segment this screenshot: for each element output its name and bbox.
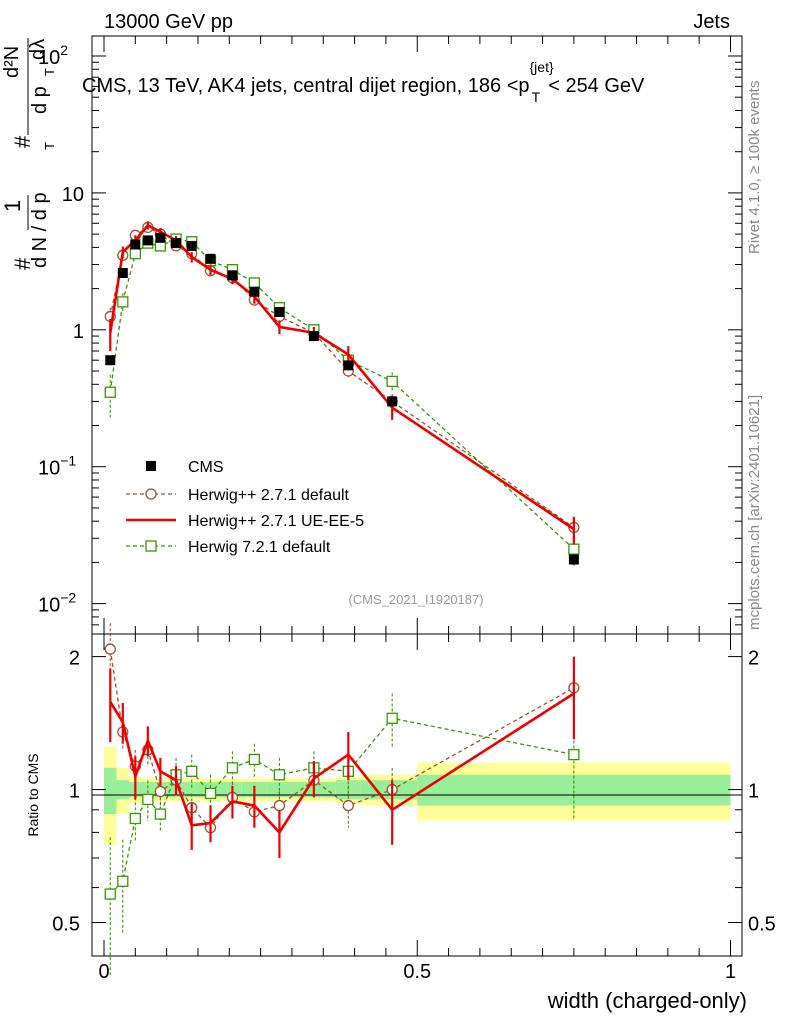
ratio-point: [248, 753, 261, 766]
header-left: 13000 GeV pp: [104, 11, 233, 33]
x-axis: 0 0.5 1: [98, 36, 736, 983]
cms-point: [205, 253, 216, 264]
cms-point: [227, 270, 238, 281]
svg-text:T: T: [42, 142, 57, 150]
cms-point: [274, 306, 285, 317]
legend: CMS Herwig++ 2.7.1 default Herwig++ 2.7.1 …: [126, 459, 364, 556]
ratio-stat-band: [116, 780, 130, 800]
ratio-point: [186, 765, 198, 777]
main-y-axis: 10−2 10−1 1 10 102: [38, 42, 742, 635]
main-line-herwig-7-2-1-default: [109, 238, 575, 550]
legend-marker: [145, 540, 157, 552]
cms-point: [117, 268, 128, 279]
ratio-panel-marks: [104, 623, 580, 976]
main-y-tick-label: 10−1: [38, 453, 76, 480]
ratio-point: [104, 643, 116, 655]
main-y-tick-label: 102: [38, 42, 68, 69]
legend-marker: [145, 488, 157, 500]
cms-point: [155, 232, 166, 243]
rivet-version-label: Rivet 4.1.0, ≥ 100k events: [746, 81, 763, 254]
cms-point: [130, 239, 141, 250]
ratio-point: [386, 712, 398, 724]
main-point: [568, 543, 580, 555]
svg-text:#: #: [10, 135, 35, 148]
svg-text:d²N: d²N: [1, 46, 23, 78]
ratio-point: [273, 769, 286, 781]
ratio-point: [342, 799, 354, 812]
main-y-label: # 1 d N / d p T # d²N d p T dλ: [0, 38, 57, 270]
chart-title: CMS, 13 TeV, AK4 jets, central dijet reg…: [82, 59, 645, 105]
svg-text:#: #: [10, 257, 35, 270]
main-panel-marks: [104, 221, 580, 566]
x-tick-label: 1: [725, 961, 736, 983]
cms-point: [568, 554, 579, 565]
ratio-point: [226, 762, 239, 774]
svg-text:d p: d p: [29, 86, 51, 114]
x-tick-label: 0: [98, 961, 109, 983]
ratio-y-tick-label-left: 1: [69, 781, 80, 803]
ratio-y-tick-label-left: 0.5: [52, 914, 80, 936]
main-y-tick-label: 1: [73, 321, 84, 343]
ratio-stat-band: [141, 782, 155, 798]
cms-point: [387, 396, 398, 407]
ratio-y-tick-label-right: 1: [748, 781, 759, 803]
main-point: [117, 296, 129, 308]
main-point: [248, 277, 261, 289]
main-y-tick-label: 10−2: [38, 590, 76, 617]
ratio-y-label: Ratio to CMS: [25, 753, 41, 836]
legend-label: Herwig++ 2.7.1 default: [188, 487, 350, 504]
main-point: [386, 375, 398, 388]
ratio-point: [154, 808, 167, 820]
legend-label: CMS: [188, 459, 224, 476]
main-point: [129, 248, 141, 260]
svg-text:d N / d p: d N / d p: [29, 192, 51, 268]
legend-marker: [146, 461, 156, 471]
ratio-point: [273, 799, 286, 812]
main-y-tick-label: 10: [62, 184, 84, 206]
main-line-herwig-2-7-1-ue-ee-5: [108, 223, 575, 531]
ratio-stat-band: [104, 767, 117, 815]
ratio-point: [142, 793, 154, 806]
ratio-y-tick-label-right: 0.5: [748, 914, 776, 936]
ratio-point: [129, 812, 141, 825]
cms-point: [142, 235, 153, 246]
ratio-stat-band: [417, 774, 731, 806]
cms-point: [308, 331, 319, 342]
header-right: Jets: [693, 11, 730, 33]
cms-point: [171, 238, 182, 249]
x-axis-label: width (charged-only): [547, 988, 747, 1013]
ratio-point: [568, 748, 580, 761]
ratio-point: [154, 785, 167, 798]
legend-label: Herwig 7.2.1 default: [188, 539, 331, 556]
main-point: [104, 386, 116, 398]
ratio-y-axis: 0.5 0.5 1 1 2 2: [52, 648, 776, 936]
cms-point: [186, 240, 197, 251]
ratio-stat-band: [185, 782, 198, 798]
svg-text:dλ: dλ: [27, 39, 49, 60]
ratio-y-tick-label-right: 2: [748, 648, 759, 670]
legend-label: Herwig++ 2.7.1 UE-EE-5: [188, 513, 364, 530]
svg-text:T: T: [42, 68, 57, 76]
cms-point: [343, 360, 354, 371]
x-tick-label: 0.5: [403, 961, 431, 983]
cms-point: [249, 286, 260, 297]
ratio-point: [204, 787, 217, 800]
ratio-point: [104, 888, 116, 900]
analysis-watermark: (CMS_2021_I1920187): [348, 592, 483, 607]
mcplots-label: mcplots.cern.ch [arXiv:2401.10621]: [746, 395, 763, 630]
cms-point: [105, 355, 116, 366]
svg-text:1: 1: [0, 200, 25, 212]
ratio-uncertainty-bands: [104, 746, 731, 845]
ratio-point: [117, 875, 129, 887]
ratio-y-tick-label-left: 2: [69, 648, 80, 670]
